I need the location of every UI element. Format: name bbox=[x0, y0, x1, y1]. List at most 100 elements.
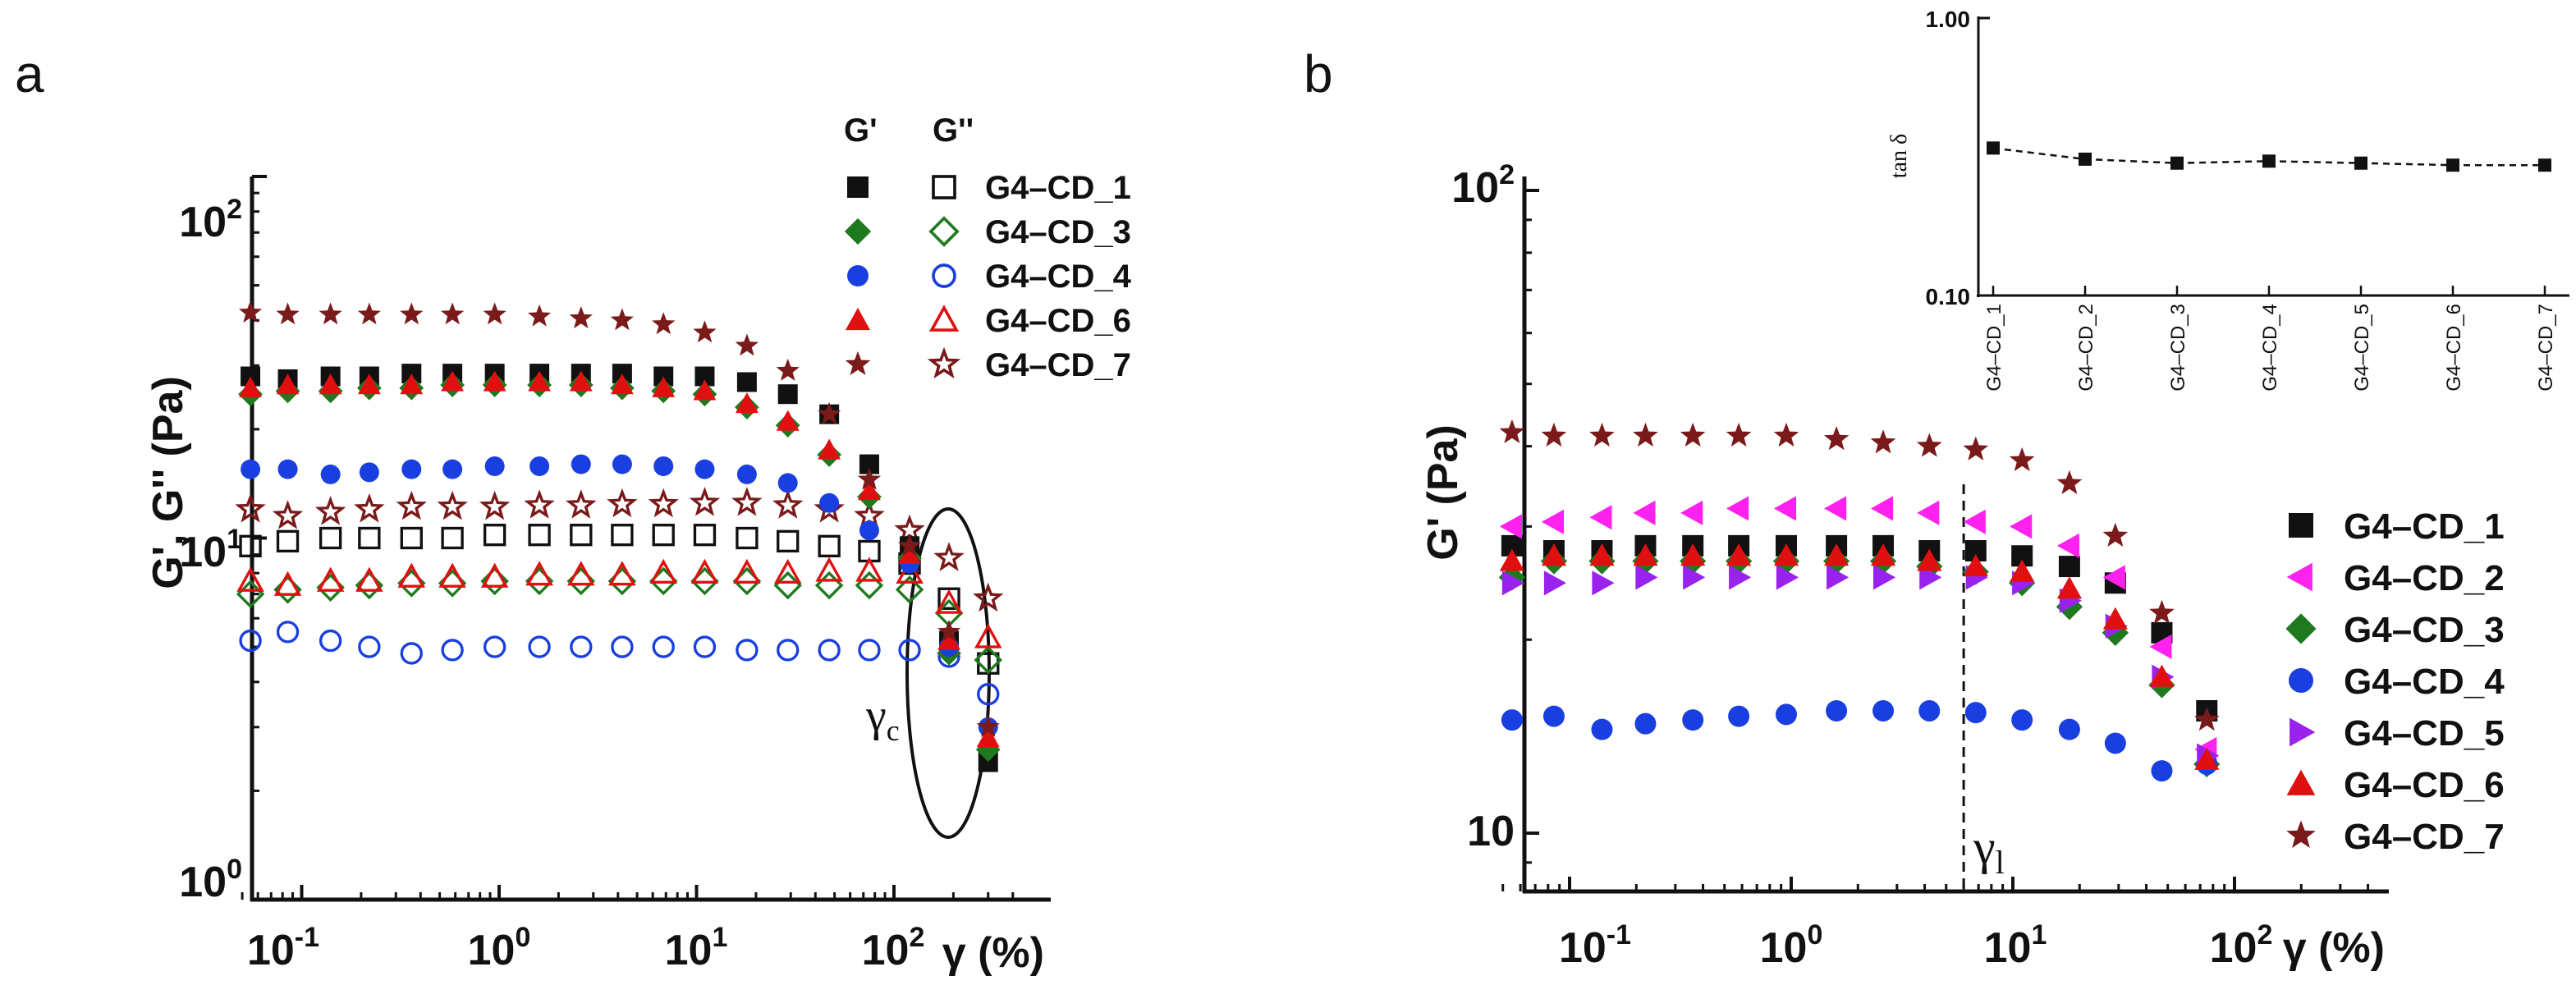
panel-a-gdoubleprime-marker-4 bbox=[608, 561, 636, 586]
panel-a-legend-label: G4–CD_1 bbox=[985, 170, 1131, 206]
panel-a-gprime-marker-4 bbox=[357, 373, 381, 395]
panel-b-y-axis-title: G' (Pa) bbox=[1419, 424, 1467, 561]
panel-a-gdoubleprime-marker-3 bbox=[777, 639, 800, 662]
panel-a-gprime-marker-3 bbox=[320, 464, 341, 484]
panel-b-gprime-marker-4 bbox=[1964, 702, 1987, 724]
panel-a-gdoubleprime-marker-4 bbox=[974, 623, 1002, 648]
panel-a-gdoubleprime-marker-3 bbox=[736, 639, 759, 662]
panel-a-gprime-marker-5 bbox=[483, 302, 506, 325]
inset-y-axis-title: tan δ bbox=[1886, 134, 1912, 178]
panel-a-gprime-marker-5 bbox=[857, 467, 882, 490]
panel-b: b G' (Pa) 102 10 10-1 100 101 102 γ (%) … bbox=[1304, 7, 2569, 972]
panel-a-gdoubleprime-marker-3 bbox=[693, 635, 717, 658]
panel-b-gprime-marker-7 bbox=[1773, 422, 1799, 447]
panel-b-label: b bbox=[1304, 44, 1333, 103]
panel-a-gprime-marker-3 bbox=[484, 456, 505, 476]
panel-a-gdoubleprime-marker-2 bbox=[273, 575, 302, 604]
panel-b-gprime-marker-7 bbox=[1823, 426, 1849, 451]
panel-b-gprime-marker-7 bbox=[1680, 422, 1706, 447]
panel-a-gdoubleprime-marker-1 bbox=[528, 524, 551, 547]
panel-a-x-tick-10: 101 bbox=[665, 922, 728, 974]
panel-a-gprime-marker-3 bbox=[529, 456, 550, 476]
panel-a-gprime-marker-5 bbox=[357, 302, 381, 325]
panel-b-legend-label: G4–CD_3 bbox=[2344, 610, 2505, 650]
panel-a-legend-filled-marker bbox=[845, 350, 871, 375]
panel-a-x-tick-100: 102 bbox=[862, 922, 925, 974]
panel-b-legend-marker bbox=[2285, 613, 2317, 644]
panel-b-gprime-marker-7 bbox=[2056, 470, 2083, 494]
panel-a-legend-filled-marker bbox=[847, 265, 869, 286]
inset-marker-2 bbox=[2079, 152, 2092, 166]
panel-b-gprime-marker-7 bbox=[2009, 447, 2035, 472]
panel-b-gprime-marker-2 bbox=[1824, 496, 1847, 521]
panel-b-gprime-marker-7 bbox=[1916, 433, 1942, 457]
panel-a-critical-strain-label: γc bbox=[865, 690, 900, 747]
panel-b-gprime-marker-6 bbox=[1541, 543, 1567, 566]
panel-a-legend-filled-marker bbox=[844, 218, 872, 245]
panel-b-gprime-marker-5 bbox=[1501, 570, 1524, 596]
panel-b-legend-marker bbox=[2286, 820, 2316, 848]
inset-x-tick-label: G4–CD_2 bbox=[2075, 304, 2097, 392]
panel-b-legend-marker bbox=[2290, 717, 2316, 747]
panel-b-gprime-marker-5 bbox=[1543, 570, 1567, 596]
panel-b-data-markers bbox=[1498, 189, 2370, 891]
panel-a-gdoubleprime-marker-4 bbox=[236, 566, 264, 592]
panel-a-gprime-marker-3 bbox=[277, 459, 298, 479]
panel-b-legend-label: G4–CD_4 bbox=[2344, 662, 2505, 702]
panel-b-gprime-marker-7 bbox=[1541, 422, 1567, 447]
panel-b-gprime-marker-2 bbox=[1541, 509, 1565, 534]
panel-a-gdoubleprime-marker-5 bbox=[731, 487, 763, 516]
panel-a-gprime-marker-3 bbox=[571, 454, 591, 474]
panel-a-gdoubleprime-marker-4 bbox=[733, 558, 761, 584]
panel-a-gdoubleprime-marker-4 bbox=[649, 558, 677, 584]
panel-a-gprime-marker-4 bbox=[610, 373, 634, 395]
panel-b-legend-marker bbox=[2289, 668, 2313, 693]
panel-b-gprime-marker-4 bbox=[1775, 703, 1797, 726]
panel-a-gdoubleprime-marker-3 bbox=[319, 629, 342, 653]
panel-a-gprime-marker-5 bbox=[776, 358, 800, 381]
panel-a-gprime-marker-3 bbox=[401, 459, 422, 479]
panel-a-gdoubleprime-marker-5 bbox=[396, 490, 427, 520]
panel-b-legend: G4–CD_1 G4–CD_2 G4–CD_3 G4–CD_4 G4–CD_5 G4–CD… bbox=[2285, 506, 2505, 857]
panel-b-linear-limit-label: γl bbox=[1973, 820, 2005, 881]
panel-a-legend-label: G4–CD_6 bbox=[985, 303, 1131, 339]
panel-a-legend-header-gprime: G' bbox=[844, 112, 878, 149]
panel-a-gdoubleprime-marker-4 bbox=[316, 566, 345, 592]
panel-b-gprime-marker-6 bbox=[1633, 543, 1658, 566]
panel-b-gprime-marker-7 bbox=[2149, 599, 2175, 624]
panel-a-legend-label: G4–CD_7 bbox=[985, 347, 1131, 383]
panel-b-gprime-marker-5 bbox=[1919, 565, 1942, 590]
panel-a-gdoubleprime-marker-4 bbox=[397, 562, 426, 588]
panel-a-gprime-marker-3 bbox=[612, 454, 632, 474]
panel-a-gdoubleprime-marker-5 bbox=[772, 489, 804, 519]
panel-a-gdoubleprime-marker-4 bbox=[773, 558, 802, 584]
panel-a-gprime-marker-4 bbox=[441, 370, 465, 392]
panel-a-legend-label: G4–CD_4 bbox=[985, 259, 1132, 295]
panel-a-gdoubleprime-marker-3 bbox=[818, 639, 841, 662]
panel-b-x-tick-1: 100 bbox=[1760, 919, 1823, 972]
panel-a-gdoubleprime-marker-4 bbox=[815, 557, 843, 582]
panel-a-gdoubleprime-marker-1 bbox=[570, 524, 593, 547]
panel-a-gprime-marker-4 bbox=[735, 392, 759, 414]
panel-b-gprime-marker-6 bbox=[1773, 543, 1799, 566]
panel-a-gprime-marker-5 bbox=[276, 302, 300, 325]
inset-tan-delta: tan δ 1.00 0.10 G4–CD_1 G4–CD_2 G4–CD_3 G4–… bbox=[1886, 7, 2569, 392]
inset-marker-6 bbox=[2446, 158, 2459, 172]
panel-b-gprime-marker-2 bbox=[2010, 514, 2033, 539]
panel-a-gdoubleprime-marker-1 bbox=[239, 534, 262, 557]
panel-b-gprime-marker-6 bbox=[2010, 559, 2035, 582]
panel-a-gprime-marker-3 bbox=[859, 520, 879, 541]
panel-a-gprime-marker-4 bbox=[976, 726, 1000, 748]
panel-b-gprime-marker-7 bbox=[2102, 522, 2129, 547]
panel-a-gdoubleprime-marker-2 bbox=[355, 570, 384, 600]
panel-b-gprime-marker-5 bbox=[1827, 565, 1849, 590]
panel-b-gprime-marker-6 bbox=[1870, 543, 1896, 566]
panel-b-gprime-marker-2 bbox=[2149, 634, 2172, 659]
panel-b-gprime-marker-5 bbox=[1776, 565, 1799, 590]
panel-a-y-tick-1: 100 bbox=[179, 854, 242, 906]
panel-a-gprime-marker-1 bbox=[736, 372, 757, 392]
panel-a: a G', G'' (Pa) 102 101 100 10-1 100 101 … bbox=[15, 44, 1132, 977]
panel-b-gprime-marker-2 bbox=[2102, 565, 2125, 590]
panel-a-label: a bbox=[15, 44, 44, 103]
panel-b-gprime-marker-2 bbox=[1589, 505, 1612, 530]
